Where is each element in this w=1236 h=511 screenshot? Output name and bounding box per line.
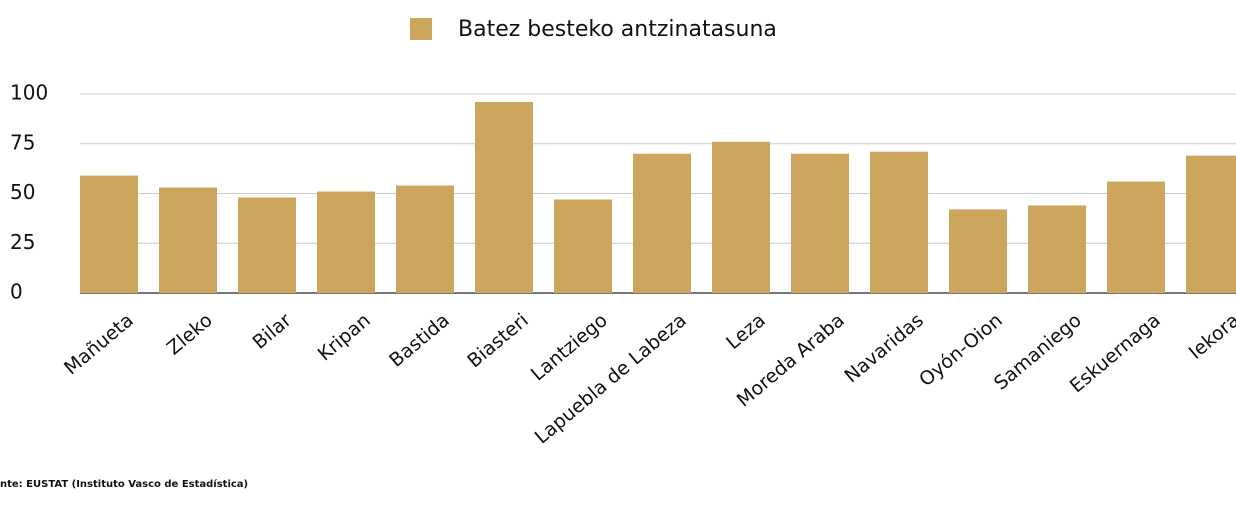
bar [80,175,138,293]
y-tick-label: 0 [10,280,23,304]
bar [712,141,770,293]
legend-swatch [410,18,432,40]
x-tick-label: Lapuebla de Labeza [531,309,691,448]
bar [633,153,691,293]
bar [475,101,533,294]
x-tick-label: Zleko [163,309,217,359]
bar [554,199,612,293]
y-tick-label: 25 [10,230,35,254]
x-tick-label: Biasteri [463,309,532,372]
bar [791,153,849,293]
legend-label: Batez besteko antzinatasuna [458,17,777,42]
source-note: nte: EUSTAT (Instituto Vasco de Estadíst… [0,478,248,490]
x-tick-label: Bastida [385,309,454,372]
y-tick-label: 75 [10,130,35,154]
bar [949,209,1007,293]
bar [1186,155,1236,293]
bar [238,197,296,293]
y-tick-label: 50 [10,180,35,204]
bar [1028,205,1086,293]
bar [317,191,375,293]
bar [159,187,217,293]
x-tick-label: Leza [722,309,770,354]
x-tick-label: Kripan [314,309,375,365]
y-tick-label: 100 [10,81,48,105]
x-tick-label: Navaridas [840,309,927,387]
x-tick-label: Mañueta [60,309,138,379]
x-tick-label: Bilar [249,309,296,354]
bar [870,151,928,293]
x-tick-label: Iekora [1185,309,1236,364]
bar [396,185,454,293]
bar [1107,181,1165,293]
